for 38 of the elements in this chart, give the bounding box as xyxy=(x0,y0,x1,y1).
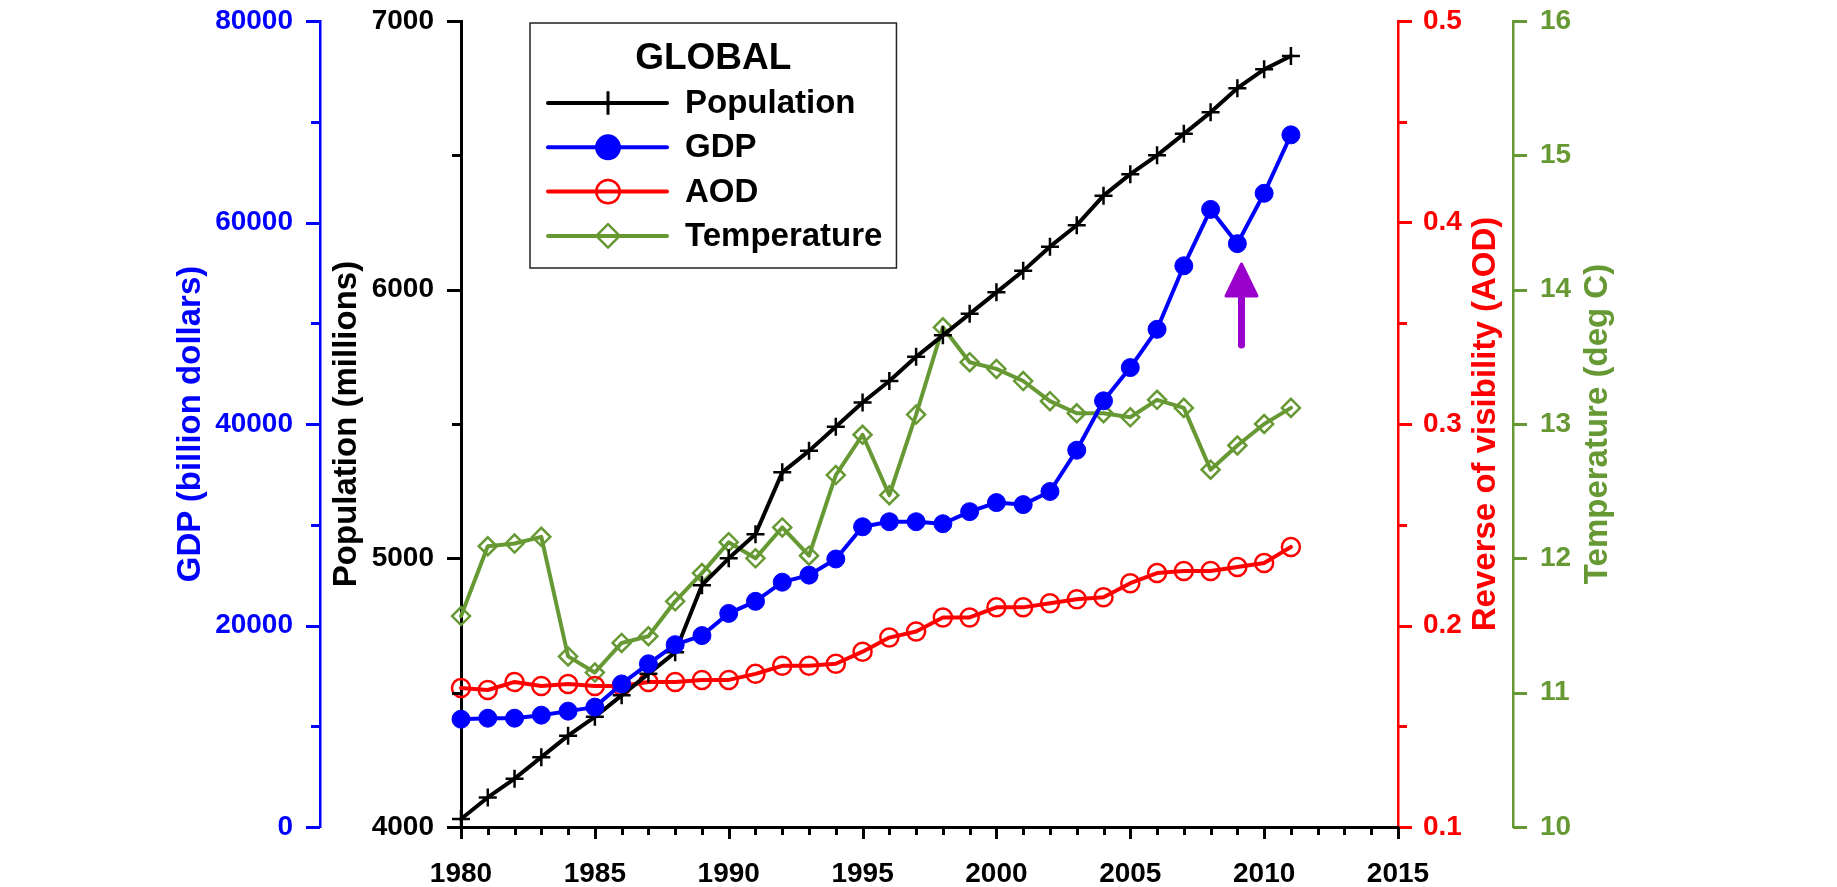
x-tick-label: 2015 xyxy=(1366,856,1430,887)
y-tick-label: 0 xyxy=(277,809,293,841)
y-tick-label: 80000 xyxy=(215,3,293,35)
y3-tick-label: 13 xyxy=(1540,406,1572,438)
y-tick-label: 7000 xyxy=(371,3,434,35)
y-tick-label: 40000 xyxy=(215,406,293,438)
x-tick-label: 1985 xyxy=(563,856,627,887)
x-tick-label: 1995 xyxy=(831,856,894,887)
y3-tick-label: 10 xyxy=(1540,809,1572,841)
y2-tick-label: 0.4 xyxy=(1423,205,1463,237)
y2-tick-label: 0.2 xyxy=(1423,608,1462,640)
y3-tick-label: 11 xyxy=(1540,675,1570,707)
y-tick-label: 60000 xyxy=(215,205,293,237)
legend-label: Population xyxy=(685,83,856,121)
y2-tick-label: 0.5 xyxy=(1423,3,1462,35)
legend-label: AOD xyxy=(685,171,759,209)
y3-tick-label: 15 xyxy=(1540,138,1572,170)
y-tick-label: 6000 xyxy=(371,272,434,304)
x-tick-label: 1990 xyxy=(697,856,760,887)
x-tick-label: 2000 xyxy=(965,856,1028,887)
y3-tick-label: 16 xyxy=(1540,3,1572,35)
x-tick-label: 1980 xyxy=(429,856,493,887)
y-tick-label: 5000 xyxy=(371,541,434,573)
y-tick-label: 20000 xyxy=(215,608,293,640)
y3-tick-label: 12 xyxy=(1540,541,1572,573)
x-tick-label: 2010 xyxy=(1232,856,1296,887)
y3-axis-title: Temperature (deg C) xyxy=(1577,263,1615,585)
y-axis-title: GDP (billion dollars) xyxy=(170,265,208,583)
x-tick-label: 2005 xyxy=(1099,856,1162,887)
y-axis-title: Population (millions) xyxy=(326,260,364,588)
legend-title: GLOBAL xyxy=(635,36,792,78)
y2-tick-label: 0.1 xyxy=(1423,809,1462,841)
legend-label: GDP xyxy=(685,127,757,165)
y-tick-label: 4000 xyxy=(371,809,434,841)
legend-label: Temperature xyxy=(685,215,883,253)
y2-axis-title: Reverse of visibility (AOD) xyxy=(1465,216,1503,632)
y3-tick-label: 14 xyxy=(1540,272,1572,304)
y2-tick-label: 0.3 xyxy=(1423,406,1462,438)
